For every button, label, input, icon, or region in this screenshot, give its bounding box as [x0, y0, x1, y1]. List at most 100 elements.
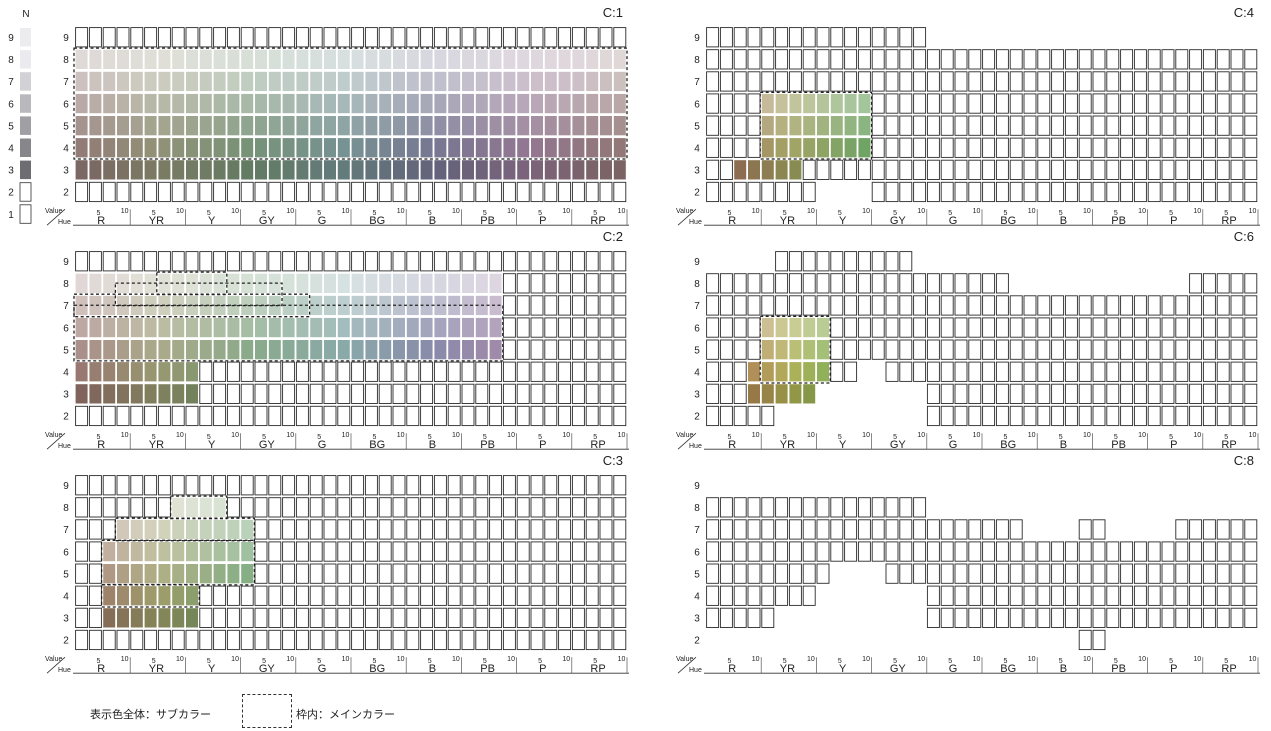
value-row-label: 9 [63, 33, 69, 44]
empty-cell [1092, 93, 1106, 114]
empty-cell [613, 295, 627, 316]
empty-cell [240, 475, 254, 496]
color-swatch [516, 137, 530, 159]
color-swatch [254, 115, 268, 136]
hue-label: P [1170, 663, 1177, 675]
empty-cell [282, 629, 296, 651]
color-swatch [350, 339, 365, 360]
empty-cell [788, 181, 802, 203]
value-row-label: 7 [63, 525, 69, 536]
empty-cell [461, 383, 475, 404]
empty-cell [530, 629, 544, 651]
empty-cell [733, 497, 747, 518]
empty-cell [1175, 405, 1189, 427]
empty-cell [254, 251, 268, 272]
color-swatch [102, 541, 116, 562]
empty-cell [1175, 317, 1189, 338]
empty-cell [475, 497, 489, 518]
empty-cell [75, 519, 89, 540]
hue-label: PB [1111, 663, 1126, 675]
empty-cell [571, 519, 585, 540]
empty-cell [502, 629, 516, 651]
empty-cell [282, 383, 296, 404]
empty-cell [802, 295, 816, 316]
empty-cell [282, 181, 296, 203]
hue-tick-5: 5 [783, 434, 787, 441]
empty-cell [1202, 405, 1216, 427]
color-swatch [433, 137, 448, 159]
empty-cell [1216, 317, 1230, 338]
value-row-label: 2 [694, 188, 700, 199]
empty-cell [1230, 137, 1244, 158]
empty-cell [1202, 607, 1216, 628]
axis-corner-diagonal [46, 656, 66, 674]
empty-cell [1078, 607, 1092, 628]
value-row-label: 4 [63, 368, 69, 379]
color-swatch [433, 49, 448, 70]
value-row-label: 3 [694, 614, 700, 625]
empty-cell [968, 273, 982, 294]
color-swatch [392, 71, 406, 92]
empty-cell [433, 629, 447, 651]
empty-cell [323, 585, 337, 606]
value-row-label: 7 [63, 301, 69, 312]
color-swatch [378, 317, 392, 338]
color-swatch [378, 49, 392, 70]
empty-cell [295, 475, 309, 496]
empty-cell [213, 181, 227, 203]
empty-cell [1161, 585, 1175, 606]
empty-cell [871, 497, 885, 518]
color-swatch [309, 273, 323, 294]
empty-cell [1051, 607, 1065, 628]
main-color-region [759, 91, 873, 160]
empty-cell [761, 49, 775, 70]
empty-cell [502, 273, 516, 294]
empty-cell [599, 27, 613, 48]
empty-cell [571, 317, 585, 338]
empty-cell [433, 497, 447, 518]
empty-cell [116, 27, 130, 48]
hue-label: B [1060, 439, 1067, 451]
empty-cell [502, 383, 516, 404]
color-swatch [364, 115, 379, 136]
empty-cell [1009, 339, 1023, 360]
color-swatch [88, 49, 102, 70]
hue-tick-10: 10 [562, 432, 570, 439]
empty-cell [282, 519, 296, 540]
empty-cell [706, 361, 720, 382]
empty-cell [871, 71, 885, 92]
value-row-label: 8 [63, 55, 69, 66]
empty-cell [1161, 181, 1175, 203]
empty-cell [268, 563, 282, 584]
empty-cell [240, 629, 254, 651]
empty-cell [392, 383, 406, 404]
empty-cell [1133, 137, 1147, 158]
empty-cell [309, 405, 323, 427]
empty-cell [295, 405, 309, 427]
empty-cell [968, 159, 982, 180]
empty-cell [1202, 317, 1216, 338]
empty-cell [323, 181, 337, 203]
empty-cell [282, 27, 296, 48]
empty-cell [392, 541, 406, 562]
empty-cell [706, 273, 720, 294]
empty-cell [871, 317, 885, 338]
color-swatch [843, 115, 858, 136]
empty-cell [392, 361, 406, 382]
empty-cell [420, 563, 434, 584]
empty-cell [1189, 273, 1203, 294]
hue-tick-5: 5 [728, 658, 732, 665]
color-swatch [502, 71, 517, 92]
empty-cell [268, 27, 282, 48]
empty-cell [1244, 49, 1258, 70]
empty-cell [1161, 339, 1175, 360]
empty-cell [185, 27, 199, 48]
empty-cell [226, 27, 240, 48]
empty-cell [1244, 563, 1258, 584]
empty-cell [1051, 339, 1065, 360]
empty-cell [1189, 93, 1203, 114]
empty-cell [516, 361, 530, 382]
color-swatch [502, 137, 517, 159]
empty-cell [337, 383, 351, 404]
neutral-label: N [22, 9, 29, 20]
